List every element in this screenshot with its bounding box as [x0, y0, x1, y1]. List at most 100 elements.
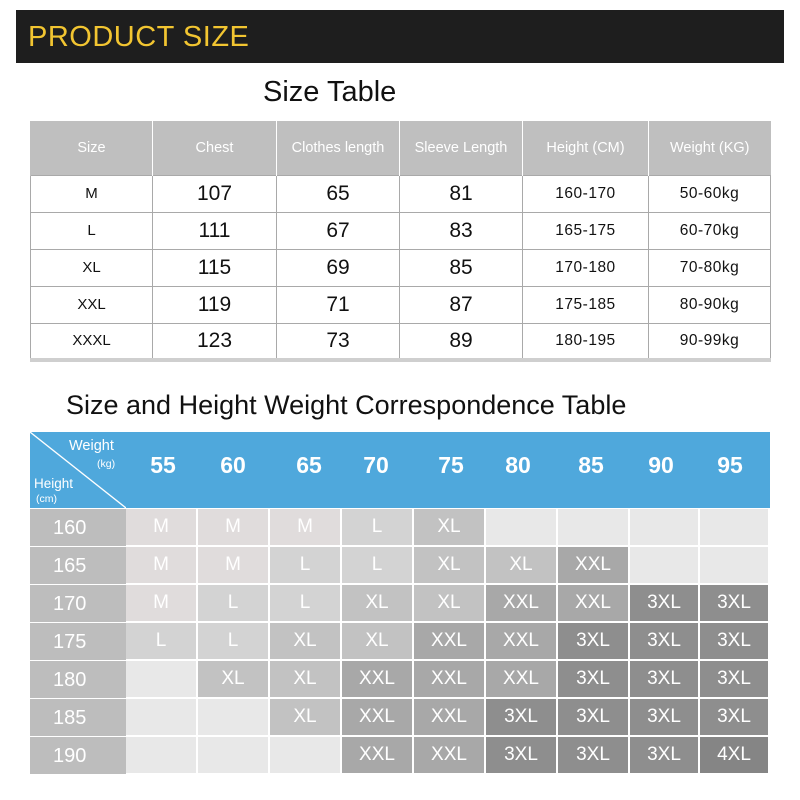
size-cell: XL [414, 585, 484, 621]
size-cell: L [198, 585, 268, 621]
size-cell: M [198, 509, 268, 545]
size-cell: 3XL [630, 699, 698, 735]
size-cell: 3XL [700, 585, 768, 621]
empty-size-cell [558, 509, 628, 545]
size-cell: M [270, 509, 340, 545]
size-cell: 3XL [486, 699, 556, 735]
cell-size: M [30, 174, 153, 213]
height-row-header: 190 [30, 737, 126, 775]
cell-weight-range: 70-80kg [648, 248, 771, 287]
size-cell: 3XL [558, 737, 628, 773]
size-cell: XXL [486, 623, 556, 659]
header-height: Height (CM) [522, 121, 649, 175]
diagonal-divider [30, 432, 126, 508]
cell-size: L [30, 211, 153, 250]
size-cell: XXL [342, 661, 412, 697]
cell-chest: 115 [152, 248, 277, 287]
empty-size-cell [126, 661, 196, 697]
size-cell: 3XL [558, 699, 628, 735]
cell-chest: 107 [152, 174, 277, 213]
size-cell: XXL [414, 623, 484, 659]
cell-sleeve-length: 81 [399, 174, 523, 213]
cell-size: XL [30, 248, 153, 287]
header-sleeve-length: Sleeve Length [399, 121, 523, 175]
size-cell: XXL [558, 585, 628, 621]
cell-height-range: 180-195 [522, 322, 649, 362]
size-cell: XL [342, 585, 412, 621]
size-cell: XXL [342, 737, 412, 773]
header-chest: Chest [152, 121, 277, 175]
weight-column-header: 75 [438, 452, 464, 478]
cell-chest: 111 [152, 211, 277, 250]
size-cell: XL [270, 661, 340, 697]
empty-size-cell [486, 509, 556, 545]
size-table-row: XXXL 123 73 89 180-195 90-99kg [30, 322, 771, 362]
cell-height-range: 165-175 [522, 211, 649, 250]
size-cell: 3XL [558, 623, 628, 659]
size-cell: L [342, 547, 412, 583]
empty-size-cell [126, 737, 196, 773]
cell-chest: 119 [152, 285, 277, 324]
height-unit-label: (cm) [36, 493, 57, 505]
size-cell: L [270, 585, 340, 621]
weight-column-header: 85 [578, 452, 604, 478]
size-cell: XL [414, 547, 484, 583]
cell-size: XXXL [30, 322, 153, 362]
weight-column-header: 70 [363, 452, 389, 478]
size-cell: XL [486, 547, 556, 583]
empty-size-cell [270, 737, 340, 773]
cell-height-range: 175-185 [522, 285, 649, 324]
size-cell: 3XL [486, 737, 556, 773]
weight-axis-label: Weight [69, 438, 114, 454]
size-cell: 3XL [700, 661, 768, 697]
cell-clothes-length: 67 [276, 211, 400, 250]
header-weight: Weight (KG) [648, 121, 771, 175]
empty-size-cell [630, 547, 698, 583]
size-table-row: XL 115 69 85 170-180 70-80kg [30, 248, 771, 287]
weight-unit-label: (kg) [97, 458, 116, 470]
size-cell: 3XL [630, 737, 698, 773]
size-table-title: Size Table [263, 76, 397, 108]
size-cell: 3XL [558, 661, 628, 697]
header-size: Size [30, 121, 153, 175]
size-table-row: L 111 67 83 165-175 60-70kg [30, 211, 771, 250]
cell-chest: 123 [152, 322, 277, 362]
weight-column-header: 95 [717, 452, 743, 478]
height-row-header: 160 [30, 509, 126, 547]
cell-clothes-length: 71 [276, 285, 400, 324]
cell-sleeve-length: 87 [399, 285, 523, 324]
weight-column-header: 90 [648, 452, 674, 478]
weight-column-header: 60 [220, 452, 246, 478]
size-cell: XXL [414, 699, 484, 735]
height-axis-label: Height [34, 476, 74, 491]
size-table-row: XXL 119 71 87 175-185 80-90kg [30, 285, 771, 324]
cell-weight-range: 50-60kg [648, 174, 771, 213]
size-cell: 3XL [630, 623, 698, 659]
empty-size-cell [630, 509, 698, 545]
size-cell: 4XL [700, 737, 768, 773]
correspondence-table: Weight (kg) Height (cm) 55 60 65 70 75 80 85 90… [30, 432, 770, 775]
cell-clothes-length: 69 [276, 248, 400, 287]
banner-title: PRODUCT SIZE [28, 21, 250, 53]
cell-weight-range: 90-99kg [648, 322, 771, 362]
cell-sleeve-length: 85 [399, 248, 523, 287]
weight-column-header: 65 [296, 452, 322, 478]
size-cell: XXL [486, 661, 556, 697]
size-cell: XL [198, 661, 268, 697]
size-cell: XXL [558, 547, 628, 583]
height-row-header: 170 [30, 585, 126, 623]
correspondence-table-title: Size and Height Weight Correspondence Ta… [66, 390, 627, 420]
corner-cell: Weight (kg) Height (cm) [30, 432, 126, 508]
size-table-header-row: Size Chest Clothes length Sleeve Length … [30, 121, 771, 175]
size-cell: XXL [414, 737, 484, 773]
cell-weight-range: 60-70kg [648, 211, 771, 250]
size-cell: 3XL [630, 585, 698, 621]
height-row-header: 165 [30, 547, 126, 585]
size-cell: XL [414, 509, 484, 545]
size-cell: XL [270, 623, 340, 659]
height-row-header: 185 [30, 699, 126, 737]
header-clothes-length: Clothes length [276, 121, 400, 175]
weight-column-header: 55 [150, 452, 176, 478]
size-cell: M [126, 585, 196, 621]
height-row-header: 180 [30, 661, 126, 699]
